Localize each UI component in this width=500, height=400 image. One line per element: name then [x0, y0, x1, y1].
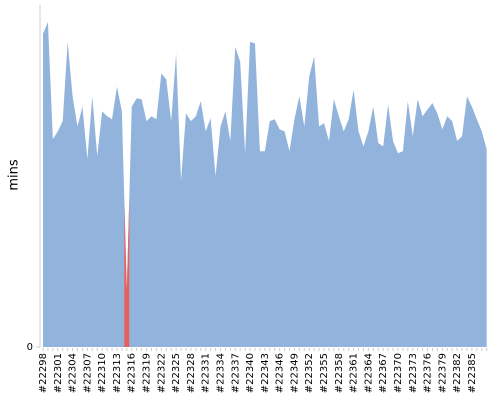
x-tick-label: #22367 [378, 353, 389, 393]
x-tick-label: #22310 [97, 353, 108, 393]
x-tick-label: #22319 [142, 353, 153, 393]
x-tick-label: #22328 [186, 353, 197, 393]
x-tick-label: #22385 [467, 353, 478, 393]
x-tick-label: #22358 [334, 353, 345, 393]
x-tick-label: #22376 [423, 353, 434, 393]
x-tick-label: #22301 [53, 353, 64, 393]
x-tick-label: #22334 [215, 353, 226, 393]
x-tick-label: #22364 [363, 353, 374, 393]
x-tick-label: #22382 [452, 353, 463, 393]
x-tick-label: #22355 [319, 353, 330, 393]
x-tick-label: #22313 [112, 353, 123, 393]
x-tick-label: #22349 [289, 353, 300, 393]
x-tick-label: #22340 [245, 353, 256, 393]
x-tick-label: #22316 [127, 353, 138, 393]
area [43, 22, 487, 348]
x-tick-label: #22325 [171, 353, 182, 393]
x-tick-label: #22370 [393, 353, 404, 393]
y-tick-label: 0 [27, 342, 33, 353]
x-tick-label: #22343 [260, 353, 271, 393]
x-tick-label: #22307 [82, 353, 93, 393]
x-tick-label: #22322 [156, 353, 167, 393]
x-tick-label: #22352 [304, 353, 315, 393]
x-tick-label: #22373 [408, 353, 419, 393]
x-tick-label: #22304 [68, 353, 79, 393]
x-tick-label: #22379 [437, 353, 448, 393]
x-tick-label: #22346 [275, 353, 286, 393]
x-tick-label: #22337 [230, 353, 241, 393]
x-tick-label: #22331 [201, 353, 212, 393]
x-tick-label: #22361 [349, 353, 360, 393]
x-tick-label: #22298 [38, 353, 49, 393]
y-axis-label: mins [7, 159, 22, 191]
failed-build [124, 198, 130, 347]
